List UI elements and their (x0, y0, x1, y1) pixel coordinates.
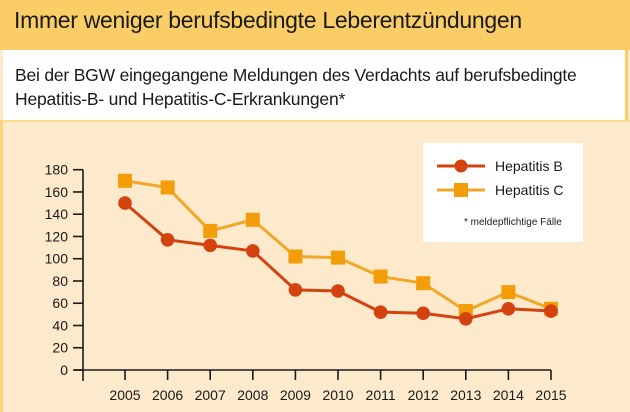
y-tick-label: 0 (60, 362, 68, 378)
data-point-hepatitis-b (331, 284, 345, 298)
footnote: * meldepflichtige Fälle (464, 217, 562, 228)
x-tick-label: 2008 (237, 387, 268, 403)
y-tick-label: 140 (45, 206, 69, 222)
x-tick-label: 2010 (322, 387, 353, 403)
page-title: Immer weniger berufsbedingte Leberentzün… (14, 7, 522, 33)
y-tick-label: 80 (52, 273, 68, 289)
data-point-hepatitis-b (203, 238, 217, 253)
x-tick-label: 2015 (535, 387, 566, 403)
legend-label-hepatitis-c: Hepatitis C (495, 182, 563, 198)
data-point-hepatitis-b (501, 301, 516, 316)
y-tick-label: 60 (52, 295, 68, 311)
data-point-hepatitis-b (459, 312, 473, 326)
x-tick-label: 2013 (450, 387, 481, 403)
subtitle-line-2: Hepatitis-B- und Hepatitis-C-Erkrankunge… (15, 89, 346, 109)
data-point-hepatitis-c (373, 269, 388, 284)
data-point-hepatitis-b (160, 233, 175, 247)
subtitle-line-1: Bei der BGW eingegangene Meldungen des V… (15, 65, 577, 85)
data-point-hepatitis-c (118, 173, 132, 188)
data-point-hepatitis-c (331, 250, 345, 265)
data-point-hepatitis-c (416, 276, 431, 291)
x-tick-label: 2012 (408, 387, 439, 403)
legend: Hepatitis B Hepatitis C * meldepflichtig… (423, 143, 583, 242)
legend-marker-hepatitis-b (454, 159, 468, 173)
y-tick-label: 100 (45, 251, 69, 267)
y-tick-label: 180 (45, 162, 69, 178)
data-point-hepatitis-b (246, 244, 260, 258)
chart-subtitle: Bei der BGW eingegangene Meldungen des V… (15, 63, 577, 111)
subtitle-box: Bei der BGW eingegangene Meldungen des V… (3, 50, 628, 120)
data-point-hepatitis-b (544, 304, 558, 318)
data-point-hepatitis-c (245, 212, 260, 227)
data-point-hepatitis-c (501, 285, 516, 300)
data-point-hepatitis-b (118, 196, 132, 210)
axes: 0 20 40 60 80 100 120 140 160 180 2005 2006 2007 2008… (45, 162, 567, 403)
header-band: Immer weniger berufsbedingte Leberentzün… (0, 0, 630, 50)
series-group (118, 173, 558, 326)
data-point-hepatitis-c (203, 223, 218, 238)
legend-label-hepatitis-b: Hepatitis B (495, 158, 563, 174)
legend-box (423, 143, 583, 242)
y-tick-label: 20 (52, 340, 68, 356)
y-tick-label: 160 (45, 184, 69, 200)
x-tick-label: 2011 (366, 387, 396, 403)
x-tick-label: 2014 (493, 387, 524, 403)
data-point-hepatitis-b (416, 306, 431, 321)
legend-marker-hepatitis-c (454, 183, 468, 197)
x-tick-label: 2009 (280, 387, 311, 403)
y-tick-label: 120 (45, 228, 69, 244)
data-point-hepatitis-b (373, 305, 388, 319)
x-tick-label: 2006 (152, 387, 183, 403)
data-point-hepatitis-c (160, 180, 175, 195)
data-point-hepatitis-b (288, 283, 303, 297)
data-point-hepatitis-c (288, 249, 303, 264)
x-tick-label: 2007 (195, 387, 226, 403)
y-tick-label: 40 (52, 317, 68, 333)
x-tick-label: 2005 (109, 387, 140, 403)
